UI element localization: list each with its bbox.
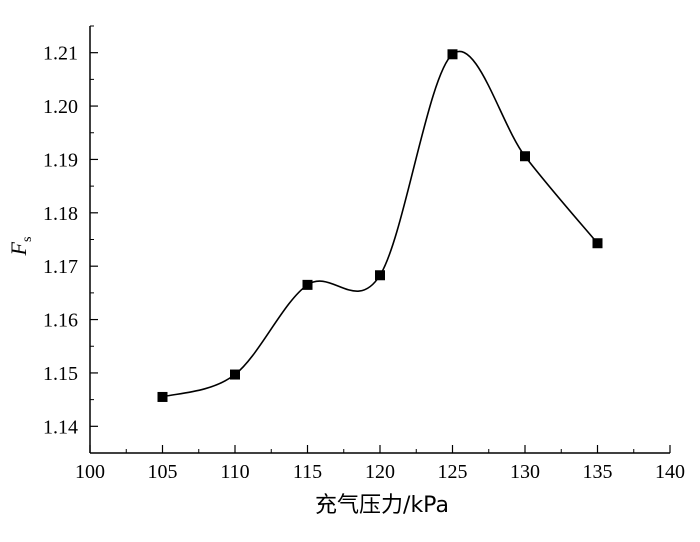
y-axis-title: Fs: [6, 237, 35, 257]
y-tick-label: 1.18: [43, 203, 78, 225]
x-tick-label: 100: [75, 461, 105, 483]
data-point: [302, 279, 313, 290]
tick-labels: 100 105 110 115 120 125 130 135 140 1.14 1.15 1.16 1…: [43, 43, 685, 483]
y-tick-label: 1.20: [43, 96, 78, 118]
y-tick-label: 1.17: [43, 256, 78, 278]
data-point: [520, 151, 530, 162]
y-tick-label: 1.21: [43, 43, 78, 65]
series-curve: [162, 50, 599, 398]
x-tick-label: 135: [583, 461, 613, 483]
axes: [89, 26, 670, 454]
y-axis-subscript: s: [20, 237, 35, 242]
data-point: [157, 391, 168, 402]
x-tick-label: 130: [510, 461, 540, 483]
data-point: [230, 369, 240, 380]
x-tick-label: 125: [438, 461, 468, 483]
y-tick-label: 1.14: [43, 416, 78, 438]
svg-text:Fs: Fs: [6, 237, 35, 257]
data-markers: [157, 49, 603, 402]
data-point: [447, 49, 458, 60]
x-tick-label: 120: [365, 461, 395, 483]
x-tick-label: 115: [293, 461, 322, 483]
x-axis-title: 充气压力/kPa: [315, 493, 449, 518]
data-point: [592, 238, 603, 249]
y-tick-label: 1.15: [43, 363, 78, 385]
x-tick-label: 110: [220, 461, 249, 483]
y-tick-label: 1.19: [43, 149, 78, 171]
data-point: [375, 270, 385, 281]
x-tick-label: 140: [655, 461, 685, 483]
x-tick-label: 105: [148, 461, 178, 483]
ticks: [89, 25, 671, 454]
y-axis-label: F: [6, 241, 31, 256]
y-tick-label: 1.16: [43, 310, 78, 332]
